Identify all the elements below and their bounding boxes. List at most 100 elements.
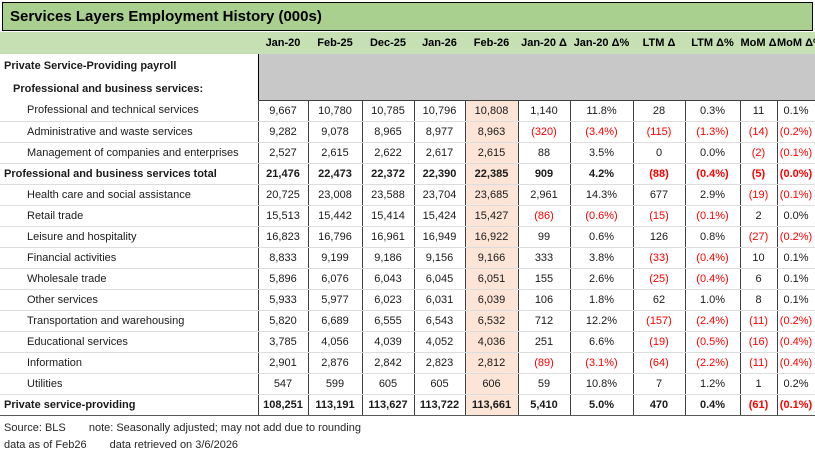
cell-jan-20: 3.5% [569, 142, 633, 164]
cell-jan-20: 2,527 [257, 142, 308, 164]
cell-jan-26: 4,052 [413, 331, 465, 353]
cell-jan-20: 251 [517, 331, 570, 353]
cell-ltm: 62 [632, 289, 685, 311]
row-label: Administrative and waste services [0, 121, 258, 143]
cell-feb-25: 2,615 [307, 142, 362, 164]
section-label: Private Service-Providing payroll [0, 54, 258, 77]
cell-ltm: 1.0% [684, 289, 740, 311]
cell-feb-26: 9,166 [464, 247, 518, 269]
cell-mom: (0.2%) [776, 310, 815, 332]
cell-jan-20: 108,251 [257, 394, 308, 416]
cell-jan-20: 3,785 [257, 331, 308, 353]
cell-ltm: 126 [632, 226, 685, 248]
cell-ltm: 470 [632, 394, 685, 416]
cell-feb-26: 2,812 [464, 352, 518, 374]
cell-jan-20: 5,933 [257, 289, 308, 311]
table-row: Professional and technical services 9,667… [0, 100, 815, 122]
cell-ltm: (2.4%) [684, 310, 740, 332]
cell-feb-25: 6,689 [307, 310, 362, 332]
cell-feb-26: 23,685 [464, 184, 518, 206]
cell-jan-20: 0.6% [569, 226, 633, 248]
cell-mom: (0.2%) [776, 121, 815, 143]
cell-jan-20: 10.8% [569, 373, 633, 395]
cell-jan-20: 2,961 [517, 184, 570, 206]
cell-jan-20: 14.3% [569, 184, 633, 206]
cell-jan-20: 2.6% [569, 268, 633, 290]
cell-jan-26: 23,704 [413, 184, 465, 206]
cell-jan-26: 22,390 [413, 163, 465, 185]
cell-jan-20: (320) [517, 121, 570, 143]
table-row: Leisure and hospitality 16,823 16,796 16,96… [0, 226, 815, 248]
cell-jan-20: (3.1%) [569, 352, 633, 374]
cell-mom: 0.1% [776, 268, 815, 290]
cell-feb-26: 22,385 [464, 163, 518, 185]
column-header-jan-20: Jan-20 Δ% [570, 32, 633, 54]
cell-jan-26: 6,045 [413, 268, 465, 290]
cell-feb-26: 6,039 [464, 289, 518, 311]
cell-jan-26: 113,722 [413, 394, 465, 416]
row-label: Wholesale trade [0, 268, 258, 290]
footer-note: note: Seasonally adjusted; may not add d… [88, 421, 361, 434]
cell-mom: 0.2% [776, 373, 815, 395]
row-label: Professional and technical services [0, 100, 258, 122]
cell-jan-20: 909 [517, 163, 570, 185]
cell-feb-25: 113,191 [307, 394, 362, 416]
cell-jan-20: 21,476 [257, 163, 308, 185]
cell-jan-20: 712 [517, 310, 570, 332]
column-header-jan-26: Jan-26 [414, 32, 465, 54]
cell-ltm: (88) [632, 163, 685, 185]
cell-jan-20: 11.8% [569, 100, 633, 122]
cell-ltm: (157) [632, 310, 685, 332]
cell-dec-25: 8,965 [361, 121, 414, 143]
table-row: Information 2,901 2,876 2,842 2,823 2,812 (89)… [0, 352, 815, 374]
footer-asof: data as of Feb26 [4, 438, 87, 451]
cell-feb-26: 606 [464, 373, 518, 395]
cell-mom: (0.2%) [776, 226, 815, 248]
cell-jan-20: 2,901 [257, 352, 308, 374]
cell-ltm: (33) [632, 247, 685, 269]
cell-mom: (11) [739, 310, 777, 332]
cell-jan-20: 333 [517, 247, 570, 269]
cell-ltm: 1.2% [684, 373, 740, 395]
cell-jan-26: 2,617 [413, 142, 465, 164]
cell-jan-26: 10,796 [413, 100, 465, 122]
cell-jan-20: 16,823 [257, 226, 308, 248]
row-label: Health care and social assistance [0, 184, 258, 206]
cell-ltm: 0.0% [684, 142, 740, 164]
cell-mom: (27) [739, 226, 777, 248]
cell-feb-25: 2,876 [307, 352, 362, 374]
cell-jan-20: 8,833 [257, 247, 308, 269]
cell-jan-26: 16,949 [413, 226, 465, 248]
cell-ltm: 0.4% [684, 394, 740, 416]
cell-feb-26: 2,615 [464, 142, 518, 164]
column-header-mom: MoM Δ% [777, 32, 815, 54]
cell-dec-25: 22,372 [361, 163, 414, 185]
cell-ltm: 0 [632, 142, 685, 164]
cell-jan-20: 12.2% [569, 310, 633, 332]
cell-jan-20: 155 [517, 268, 570, 290]
row-label: Retail trade [0, 205, 258, 227]
row-label: Other services [0, 289, 258, 311]
cell-jan-20: (0.6%) [569, 205, 633, 227]
cell-mom: (16) [739, 331, 777, 353]
section-label: Professional and business services: [0, 77, 258, 100]
table-row: Administrative and waste services 9,282 9,… [0, 121, 815, 143]
cell-mom: 1 [739, 373, 777, 395]
cell-mom: (2) [739, 142, 777, 164]
cell-jan-26: 15,424 [413, 205, 465, 227]
column-header-jan-20: Jan-20 [258, 32, 308, 54]
cell-jan-26: 8,977 [413, 121, 465, 143]
cell-jan-20: 5,820 [257, 310, 308, 332]
cell-jan-20: 9,282 [257, 121, 308, 143]
cell-ltm: (0.1%) [684, 205, 740, 227]
cell-ltm: 2.9% [684, 184, 740, 206]
cell-feb-25: 6,076 [307, 268, 362, 290]
cell-feb-25: 10,780 [307, 100, 362, 122]
cell-mom: (0.0%) [776, 163, 815, 185]
cell-feb-25: 9,078 [307, 121, 362, 143]
cell-jan-20: 1.8% [569, 289, 633, 311]
table-row: Educational services 3,785 4,056 4,039 4,052… [0, 331, 815, 353]
cell-jan-20: (89) [517, 352, 570, 374]
cell-ltm: (64) [632, 352, 685, 374]
cell-mom: (14) [739, 121, 777, 143]
